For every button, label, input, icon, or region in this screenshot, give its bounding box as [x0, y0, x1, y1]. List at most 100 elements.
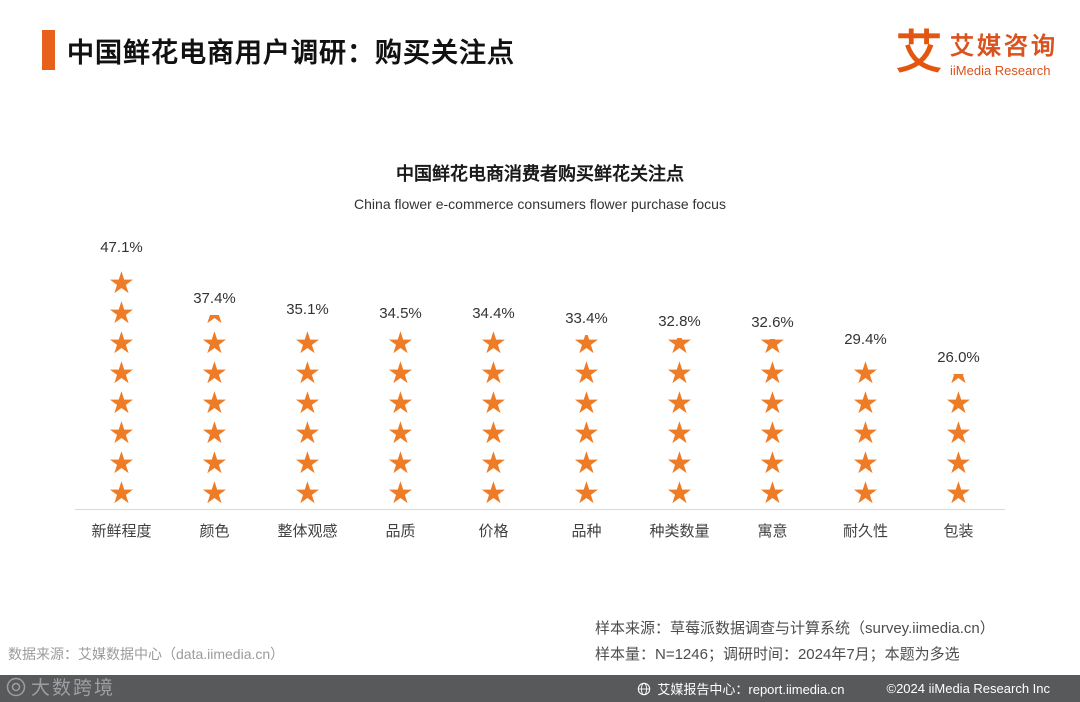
watermark-text: 大数跨境	[31, 678, 116, 699]
category-label: 耐久性	[842, 523, 888, 540]
value-label: 37.4%	[193, 290, 236, 307]
star-stack: ★★★★★★	[662, 338, 698, 509]
star-icon: ★	[294, 327, 321, 360]
categories-row: 新鲜程度 颜色 整体观感 品质 价格 品种 种类数量 寓意 耐久性 包装	[75, 520, 1005, 541]
star-icon: ★	[852, 387, 879, 420]
star-stack: ★★★★★★★	[290, 326, 326, 509]
star-icon: ★	[945, 417, 972, 450]
star-icon: ★	[108, 297, 135, 330]
star-icon: ★	[387, 330, 414, 360]
star-icon: ★	[387, 357, 414, 390]
star-icon: ★	[666, 417, 693, 450]
star-stack: ★★★★★★	[848, 356, 884, 509]
accent-bar	[42, 30, 55, 70]
star-bar: ★★★★★★	[848, 356, 884, 509]
sample-notes: 样本来源：草莓派数据调查与计算系统（survey.iimedia.cn） 样本量…	[595, 616, 995, 668]
chart-column: 26.0% ★★★★★	[912, 349, 1005, 509]
category-label: 颜色	[199, 523, 230, 540]
page-title: 中国鲜花电商用户调研：购买关注点	[67, 37, 515, 68]
value-label: 26.0%	[937, 349, 980, 366]
star-icon: ★	[573, 335, 600, 360]
star-stack: ★★★★★★★	[197, 315, 233, 509]
star-icon: ★	[945, 477, 972, 509]
star-icon: ★	[387, 417, 414, 450]
star-bar: ★★★★★★	[383, 330, 419, 509]
sample-source-note: 样本来源：草莓派数据调查与计算系统（survey.iimedia.cn）	[595, 620, 995, 637]
value-label: 33.4%	[565, 310, 608, 327]
star-icon: ★	[852, 357, 879, 390]
chart-column: 32.6% ★ ★ ★ ★ ★ ★	[726, 314, 819, 509]
star-icon: ★	[759, 417, 786, 450]
star-icon: ★	[201, 357, 228, 390]
star-icon: ★	[759, 357, 786, 390]
star-icon: ★	[108, 387, 135, 420]
category-label: 新鲜程度	[91, 523, 152, 540]
star-icon: ★	[945, 387, 972, 420]
data-source-note: 数据来源：艾媒数据中心（data.iimedia.cn）	[8, 646, 285, 662]
star-icon: ★	[387, 447, 414, 480]
star-stack: ★★★★★★	[755, 339, 791, 509]
star-icon: ★	[201, 417, 228, 450]
star-icon: ★	[294, 477, 321, 509]
chart-column: 29.4%★★★★★★	[819, 331, 912, 509]
logo-text: 艾媒咨询 iiMedia Research	[950, 26, 1058, 78]
star-bar: ★★★★★★	[569, 335, 605, 509]
chart-column: 33.4% ★ ★ ★ ★ ★ ★	[540, 310, 633, 509]
star-bar: ★★★★★★★	[197, 315, 233, 509]
star-icon: ★	[294, 447, 321, 480]
star-bar: ★★★★★★	[476, 330, 512, 509]
chart-title: 中国鲜花电商消费者购买鲜花关注点	[396, 164, 684, 184]
star-stack: ★★★★★	[941, 374, 977, 509]
star-icon: ★	[294, 387, 321, 420]
star-icon: ★	[294, 417, 321, 450]
star-icon: ★	[573, 477, 600, 509]
star-icon: ★	[852, 477, 879, 509]
star-icon: ★	[759, 339, 786, 360]
chart-column: 34.5% ★ ★ ★ ★ ★ ★	[354, 305, 447, 509]
star-icon: ★	[387, 477, 414, 509]
category-label: 种类数量	[649, 523, 710, 540]
star-icon: ★	[759, 387, 786, 420]
watermark: 大数跨境	[6, 673, 115, 700]
star-icon: ★	[480, 477, 507, 509]
header: 中国鲜花电商用户调研：购买关注点 艾 艾媒咨询 iiMedia Research	[42, 29, 1058, 78]
chart-column: 35.1% ★★★★★★★	[261, 301, 354, 509]
chart-column: 47.1%★★★★★★★★★	[75, 239, 168, 509]
star-icon: ★	[201, 477, 228, 509]
star-icon: ★	[759, 447, 786, 480]
star-icon: ★	[480, 417, 507, 450]
star-icon: ★	[945, 447, 972, 480]
star-icon: ★	[666, 338, 693, 360]
star-icon: ★	[108, 477, 135, 509]
star-icon: ★	[852, 447, 879, 480]
star-icon: ★	[573, 447, 600, 480]
category-label: 品质	[385, 523, 416, 540]
star-bar: ★★★★★★★	[290, 326, 326, 509]
star-icon: ★	[201, 447, 228, 480]
watermark-icon	[6, 677, 26, 696]
value-label: 35.1%	[286, 301, 329, 318]
star-stack: ★★★★★★	[476, 330, 512, 509]
category-label: 价格	[478, 523, 509, 540]
category-label: 整体观感	[277, 523, 338, 540]
category-label: 品种	[571, 523, 602, 540]
star-icon: ★	[852, 417, 879, 450]
value-label: 32.6%	[751, 314, 794, 331]
value-label: 34.5%	[379, 305, 422, 322]
star-icon: ★	[108, 447, 135, 480]
globe-icon	[638, 682, 651, 695]
star-icon: ★	[294, 357, 321, 390]
report-center: 艾媒报告中心：report.iimedia.cn	[637, 679, 845, 698]
star-icon: ★	[573, 387, 600, 420]
star-icon: ★	[480, 330, 507, 360]
star-icon: ★	[108, 327, 135, 360]
star-icon: ★	[666, 447, 693, 480]
star-icon: ★	[573, 417, 600, 450]
star-icon: ★	[666, 477, 693, 509]
star-icon: ★	[108, 417, 135, 450]
star-icon: ★	[573, 357, 600, 390]
star-icon: ★	[201, 327, 228, 360]
star-icon: ★	[480, 357, 507, 390]
star-icon: ★	[480, 447, 507, 480]
